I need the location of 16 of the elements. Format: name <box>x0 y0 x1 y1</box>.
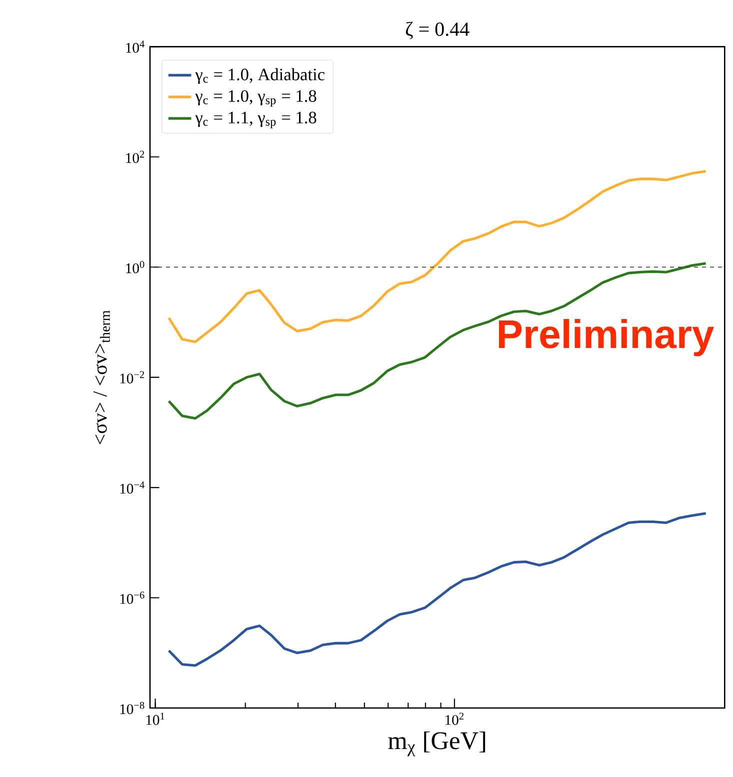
y-tick-label: 10$^{−6}$ <box>120 592 144 604</box>
legend-label: γ$_{c}$ = 1.1, γ$_{sp}$ = 1.8 <box>195 112 316 128</box>
legend-label: γ$_{c}$ = 1.0, γ$_{sp}$ = 1.8 <box>195 90 316 107</box>
x-axis-title: m$_{χ}$ [GeV] <box>388 731 486 756</box>
y-axis-title: <σv> / <σv>$_{therm}$ <box>93 310 110 444</box>
chart-title: ζ = 0.44 <box>406 22 470 40</box>
y-tick-label: 10$^{−8}$ <box>120 702 144 714</box>
legend-label: γ$_{c}$ = 1.0, Adiabatic <box>195 68 325 84</box>
y-tick-label: 10$^{2}$ <box>126 150 144 164</box>
y-tick-label: 10$^{−2}$ <box>120 371 144 384</box>
y-tick-label: 10$^{0}$ <box>126 260 144 274</box>
y-tick-label: 10$^{−4}$ <box>120 481 144 494</box>
y-tick-label: 10$^{4}$ <box>126 40 144 53</box>
annotation: Preliminary <box>498 319 714 356</box>
x-tick-label: 10$^{1}$ <box>146 712 164 725</box>
line-series <box>168 512 708 667</box>
